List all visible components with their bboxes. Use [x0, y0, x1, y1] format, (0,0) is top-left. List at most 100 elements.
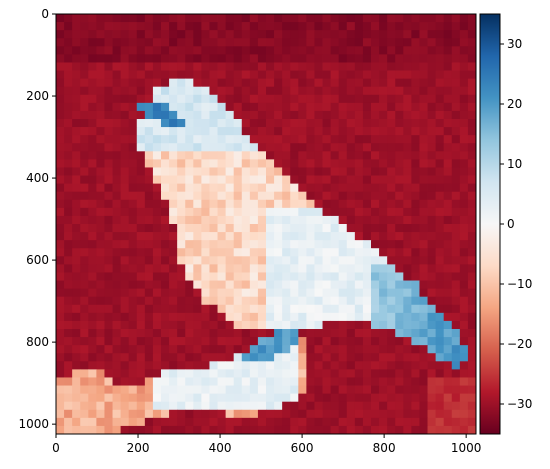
heatmap-cell	[298, 240, 307, 249]
heatmap-cell	[362, 94, 372, 104]
heatmap-cell	[128, 175, 138, 185]
heatmap-cell	[314, 288, 323, 298]
heatmap-cell	[274, 304, 283, 314]
heatmap-cell	[379, 272, 388, 281]
heatmap-cell	[144, 272, 154, 281]
heatmap-cell	[64, 417, 73, 427]
heatmap-cell	[395, 110, 404, 120]
heatmap-cell	[314, 377, 323, 386]
heatmap-cell	[467, 119, 476, 128]
heatmap-cell	[104, 22, 113, 31]
heatmap-cell	[161, 409, 170, 419]
heatmap-cell	[314, 191, 323, 201]
heatmap-cell	[136, 329, 146, 338]
heatmap-cell	[290, 199, 299, 209]
heatmap-cell	[451, 345, 461, 354]
heatmap-cell	[88, 127, 97, 136]
heatmap-cell	[249, 54, 259, 63]
heatmap-cell	[72, 135, 81, 144]
heatmap-cell	[104, 70, 113, 80]
heatmap-cell	[451, 296, 461, 306]
heatmap-cell	[371, 256, 380, 265]
heatmap-cell	[459, 215, 469, 225]
heatmap-cell	[274, 256, 283, 265]
heatmap-cell	[395, 256, 404, 265]
heatmap-cell	[120, 30, 130, 39]
heatmap-cell	[144, 94, 154, 104]
heatmap-cell	[209, 54, 218, 63]
heatmap-cell	[136, 304, 146, 314]
heatmap-cell	[96, 264, 105, 273]
heatmap-cell	[427, 353, 437, 362]
heatmap-cell	[330, 240, 340, 249]
heatmap-cell	[201, 353, 210, 362]
heatmap-cell	[403, 151, 412, 160]
heatmap-cell	[96, 224, 105, 233]
heatmap-cell	[249, 272, 259, 281]
heatmap-cell	[451, 167, 461, 176]
heatmap-cell	[72, 191, 81, 201]
heatmap-cell	[128, 312, 138, 322]
heatmap-cell	[241, 369, 251, 378]
heatmap-cell	[395, 288, 404, 298]
heatmap-cell	[201, 30, 210, 39]
heatmap-cell	[161, 296, 170, 306]
heatmap-cell	[451, 312, 461, 322]
heatmap-cell	[128, 224, 138, 233]
heatmap-cell	[201, 135, 210, 144]
heatmap-cell	[266, 199, 275, 209]
heatmap-cell	[152, 183, 162, 193]
heatmap-cell	[241, 135, 251, 144]
heatmap-cell	[266, 401, 275, 411]
heatmap-cell	[387, 191, 396, 201]
heatmap-cell	[201, 167, 210, 176]
heatmap-cell	[169, 329, 178, 338]
heatmap-cell	[274, 353, 283, 362]
heatmap-cell	[306, 393, 315, 403]
heatmap-cell	[379, 425, 388, 434]
heatmap-cell	[161, 401, 170, 411]
heatmap-cell	[193, 288, 202, 298]
heatmap-cell	[459, 345, 469, 354]
heatmap-cell	[354, 38, 364, 47]
heatmap-cell	[346, 207, 356, 217]
heatmap-cell	[274, 272, 283, 281]
heatmap-cell	[443, 70, 453, 80]
heatmap-cell	[266, 143, 275, 152]
heatmap-cell	[306, 167, 315, 176]
heatmap-cell	[451, 54, 461, 63]
heatmap-cell	[152, 215, 162, 225]
heatmap-cell	[443, 135, 453, 144]
heatmap-cell	[322, 232, 332, 241]
heatmap-cell	[314, 215, 323, 225]
heatmap-cell	[96, 377, 105, 386]
heatmap-cell	[185, 70, 194, 80]
heatmap-cell	[56, 119, 65, 128]
heatmap-cell	[322, 175, 332, 185]
heatmap-cell	[241, 199, 251, 209]
heatmap-cell	[314, 232, 323, 241]
heatmap-cell	[161, 240, 170, 249]
heatmap-cell	[120, 110, 130, 120]
heatmap-cell	[451, 417, 461, 427]
y-tick-label: 600	[26, 253, 49, 267]
heatmap-cell	[298, 425, 307, 434]
heatmap-cell	[112, 159, 122, 168]
heatmap-cell	[177, 207, 186, 217]
heatmap-cell	[314, 78, 323, 88]
heatmap-cell	[56, 304, 65, 314]
heatmap-cell	[177, 110, 186, 120]
heatmap-cell	[435, 361, 445, 370]
heatmap-cell	[266, 296, 275, 306]
heatmap-cell	[395, 377, 404, 386]
heatmap-cell	[136, 320, 146, 330]
heatmap-cell	[354, 329, 364, 338]
heatmap-cell	[435, 159, 445, 168]
heatmap-cell	[379, 224, 388, 233]
heatmap-cell	[249, 345, 259, 354]
heatmap-cell	[249, 248, 259, 257]
heatmap-cell	[266, 127, 275, 136]
heatmap-cell	[443, 22, 453, 31]
heatmap-cell	[330, 272, 340, 281]
heatmap-cell	[136, 94, 146, 104]
